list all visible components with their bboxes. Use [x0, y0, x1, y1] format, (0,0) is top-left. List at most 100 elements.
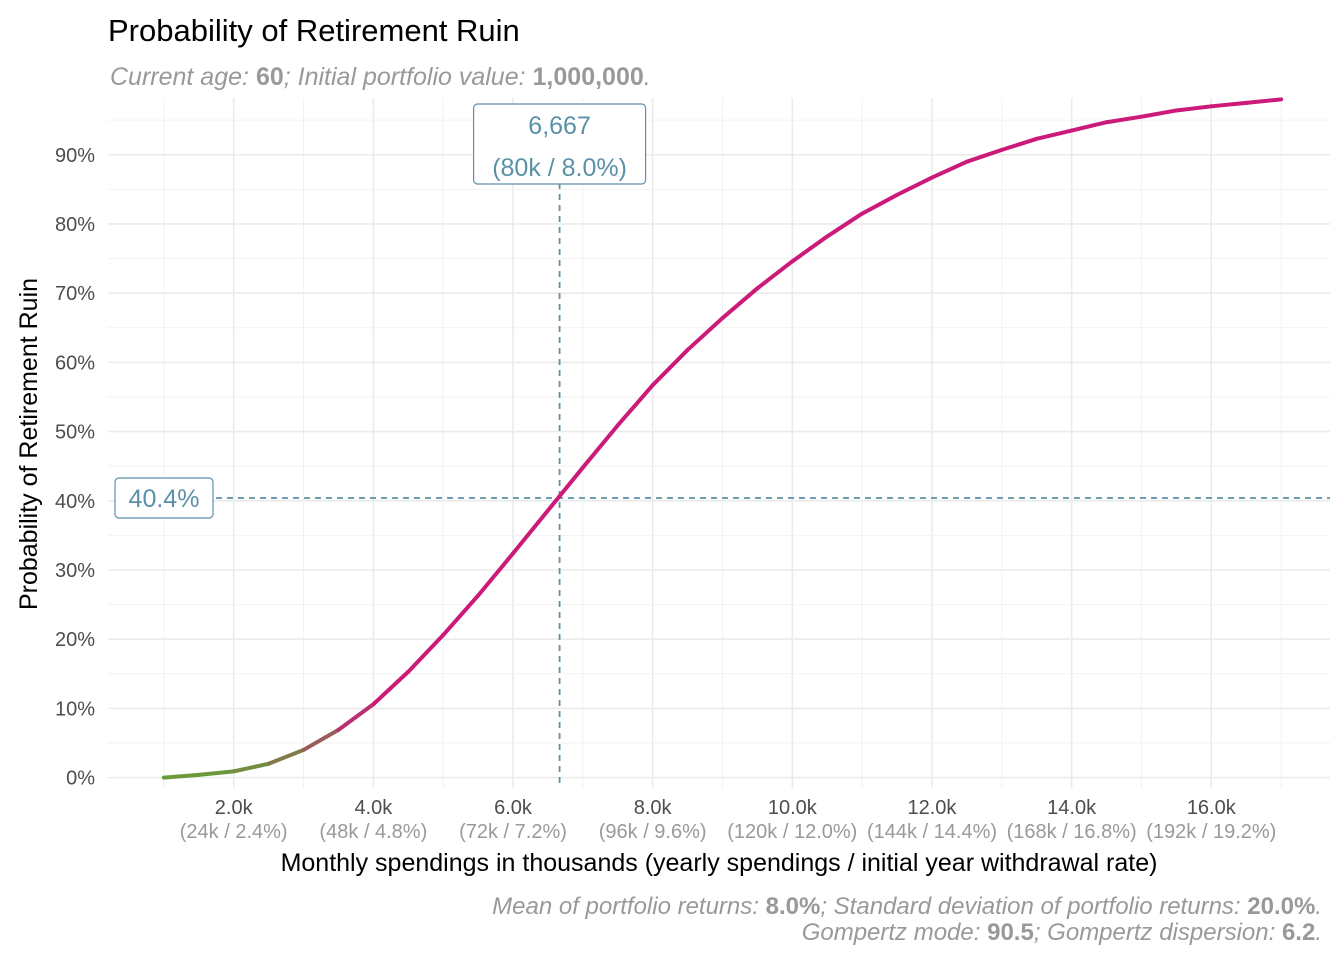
x-tick-sublabel: (72k / 7.2%): [459, 821, 567, 843]
x-tick-label: 10.0k: [768, 797, 818, 819]
curve-segment: [371, 669, 411, 707]
y-tick-label: 60%: [55, 352, 95, 374]
subtitle-part-6: 1,000,000: [533, 63, 644, 91]
curve-segment: [266, 747, 306, 766]
curve-segment: [825, 211, 865, 239]
x-axis-ticks: 2.0k(24k / 2.4%) 4.0k(48k / 4.8%) 6.0k(72k…: [180, 797, 1277, 843]
caption-0-part-5: :: [1234, 893, 1247, 920]
curve-segment: [929, 159, 969, 180]
x-tick-label: 8.0k: [634, 797, 673, 819]
caption-1-part-6: 6.2: [1282, 919, 1315, 946]
x-tick-label: 6.0k: [494, 797, 533, 819]
subtitle-part-2: 60: [256, 63, 284, 91]
curve-segment: [964, 147, 1004, 164]
x-tick-label: 2.0k: [215, 797, 254, 819]
x-highlight-label-box: [472, 103, 647, 185]
curve-segment: [406, 633, 446, 674]
x-tick-label: 4.0k: [354, 797, 393, 819]
caption-0-part-2: 8.0%: [766, 893, 821, 920]
x-tick-sublabel: (120k / 12.0%): [727, 821, 857, 843]
highlight-labels: 6,667 (80k / 8.0%) 40.4%: [114, 103, 647, 519]
curve-segment: [1139, 108, 1179, 119]
curve-segment: [161, 772, 201, 780]
subtitle-part-4: Initial portfolio value: [298, 63, 519, 91]
caption-1-part-4: Gompertz dispersion: [1047, 919, 1268, 946]
y-axis-ticks: 0% 10% 20% 30% 40% 50% 60% 70% 80% 90%: [55, 145, 95, 790]
grid-lines: [108, 98, 1330, 788]
caption-0-part-0: Mean of portfolio returns: [492, 893, 752, 920]
curve-segment: [301, 727, 341, 752]
caption-1-part-3: ;: [1034, 919, 1047, 946]
y-axis-title: Probability of Retirement Ruin: [15, 278, 43, 610]
curve-segment: [231, 761, 271, 774]
x-tick-sublabel: (96k / 9.6%): [599, 821, 707, 843]
ruin-probability-curve: [161, 97, 1284, 780]
chart-caption: Mean of portfolio returns: 8.0%; Standar…: [492, 893, 1322, 946]
curve-segment: [580, 423, 620, 470]
y-tick-label: 10%: [55, 698, 95, 720]
x-axis-title: Monthly spendings in thousands (yearly s…: [281, 849, 1158, 877]
y-tick-label: 40%: [55, 491, 95, 513]
curve-segment: [1034, 128, 1074, 141]
y-highlight-label-box: [114, 477, 214, 519]
y-tick-label: 50%: [55, 422, 95, 444]
x-tick-sublabel: (48k / 4.8%): [319, 821, 427, 843]
caption-0-part-1: :: [752, 893, 765, 920]
subtitle-part-5: :: [519, 63, 533, 91]
subtitle-part-1: :: [242, 63, 256, 91]
curve-segment: [720, 286, 760, 321]
caption-1-part-2: 90.5: [987, 919, 1034, 946]
curve-segment: [1209, 100, 1249, 109]
curve-segment: [1104, 114, 1144, 125]
curve-segment: [1174, 104, 1214, 113]
curve-segment: [336, 702, 376, 732]
caption-1-part-1: :: [974, 919, 987, 946]
y-tick-label: 90%: [55, 145, 95, 167]
x-tick-sublabel: (24k / 2.4%): [180, 821, 288, 843]
curve-segment: [755, 259, 795, 291]
caption-0-part-7: .: [1315, 893, 1322, 920]
x-highlight-value: 6,667: [528, 112, 591, 140]
caption-0-part-3: ;: [820, 893, 833, 920]
curve-segment: [1069, 120, 1109, 133]
reference-lines: [216, 183, 1330, 788]
curve-segment: [685, 316, 725, 352]
x-tick-sublabel: (144k / 14.4%): [867, 821, 997, 843]
x-tick-label: 14.0k: [1047, 797, 1097, 819]
y-tick-label: 20%: [55, 629, 95, 651]
chart-title: Probability of Retirement Ruin: [108, 13, 520, 48]
chart-subtitle: Current age: 60; Initial portfolio value…: [110, 63, 651, 91]
subtitle-part-3: ;: [284, 63, 298, 91]
curve-segment: [476, 551, 516, 598]
x-tick-label: 12.0k: [908, 797, 958, 819]
x-tick-label: 16.0k: [1187, 797, 1237, 819]
caption-1-part-5: :: [1269, 919, 1282, 946]
y-highlight-value: 40.4%: [129, 485, 200, 513]
caption-0-part-4: Standard deviation of portfolio returns: [834, 893, 1234, 920]
curve-segment: [860, 192, 900, 216]
subtitle-part-7: .: [644, 63, 651, 91]
curve-segment: [545, 465, 585, 513]
curve-segment: [999, 136, 1039, 152]
x-highlight-subvalue: (80k / 8.0%): [492, 154, 627, 182]
x-tick-sublabel: (168k / 16.8%): [1007, 821, 1137, 843]
caption-1-part-7: .: [1315, 919, 1322, 946]
curve-segment: [511, 508, 550, 556]
curve-segment: [650, 347, 690, 388]
subtitle-part-0: Current age: [110, 63, 242, 91]
curve-segment: [895, 175, 934, 197]
curve-segment: [615, 383, 655, 428]
y-tick-label: 80%: [55, 214, 95, 236]
curve-segment: [196, 769, 236, 777]
y-tick-label: 30%: [55, 560, 95, 582]
caption-0-part-6: 20.0%: [1247, 893, 1315, 920]
curve-segment: [1244, 97, 1284, 105]
y-tick-label: 70%: [55, 283, 95, 305]
caption-line: Gompertz mode: 90.5; Gompertz dispersion…: [802, 919, 1322, 946]
curve-segment: [790, 234, 830, 264]
curve-segment: [441, 593, 481, 638]
y-tick-label: 0%: [66, 768, 95, 790]
caption-1-part-0: Gompertz mode: [802, 919, 974, 946]
caption-line: Mean of portfolio returns: 8.0%; Standar…: [492, 893, 1322, 920]
